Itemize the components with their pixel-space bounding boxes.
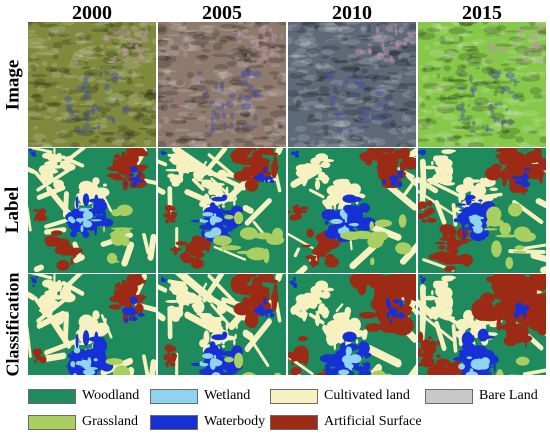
row-label-label: Label	[0, 147, 26, 273]
row-label-image-text: Image	[2, 59, 23, 110]
year-header-2000: 2000	[72, 2, 112, 24]
year-header-2005: 2005	[202, 2, 242, 24]
legend-label-wetland: Wetland	[204, 388, 251, 403]
classification-map-2005	[158, 274, 286, 375]
legend-swatch-waterbody	[150, 415, 198, 430]
row-label-classification-text: Classification	[2, 272, 23, 377]
year-header-2015: 2015	[462, 2, 502, 24]
row-label-image: Image	[0, 22, 26, 147]
row-label-label-text: Label	[2, 186, 24, 234]
legend-label-artificial-surface: Artificial Surface	[324, 414, 422, 429]
legend-swatch-grassland	[28, 415, 76, 430]
row-label-classification: Classification	[0, 272, 26, 377]
classification-map-2015	[418, 274, 546, 375]
legend-swatch-artificial-surface	[270, 415, 318, 430]
legend-label-cultivated-land: Cultivated land	[324, 388, 410, 403]
legend-label-grassland: Grassland	[82, 414, 138, 429]
label-map-2005	[158, 148, 286, 273]
classification-map-2000	[28, 274, 156, 375]
legend-label-bare-land: Bare Land	[479, 388, 538, 403]
legend-swatch-bare-land	[425, 389, 473, 404]
label-map-2015	[418, 148, 546, 273]
label-map-2000	[28, 148, 156, 273]
classification-map-2010	[288, 274, 416, 375]
legend-label-waterbody: Waterbody	[204, 414, 266, 429]
label-map-2010	[288, 148, 416, 273]
year-header-2010: 2010	[332, 2, 372, 24]
satellite-image-2005	[158, 22, 286, 147]
legend-swatch-wetland	[150, 389, 198, 404]
legend-swatch-cultivated-land	[270, 389, 318, 404]
satellite-image-2015	[418, 22, 546, 147]
satellite-image-2010	[288, 22, 416, 147]
satellite-image-2000	[28, 22, 156, 147]
legend-label-woodland: Woodland	[82, 388, 140, 403]
legend-swatch-woodland	[28, 389, 76, 404]
